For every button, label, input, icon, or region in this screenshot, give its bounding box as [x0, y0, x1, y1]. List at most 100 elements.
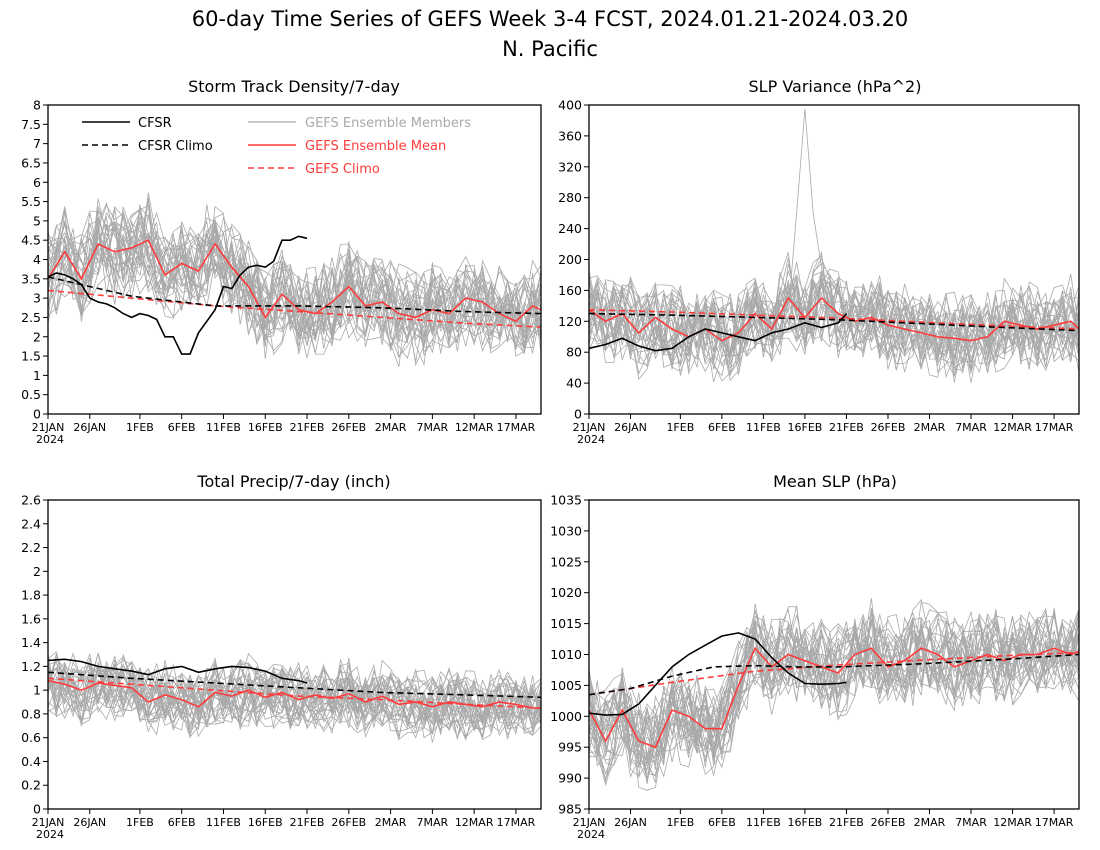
x-tick-label: 17MAR: [497, 816, 536, 829]
x-tick-label: 6FEB: [708, 816, 736, 829]
y-tick-label: 1010: [550, 647, 582, 662]
panel-title: Total Precip/7-day (inch): [196, 472, 390, 491]
y-tick-label: 400: [558, 98, 582, 113]
x-tick-label: 17MAR: [1035, 421, 1074, 434]
panel-mean-slp: Mean SLP (hPa) 985 990 995 1000 1005 1010 1015…: [550, 472, 1080, 841]
x-tick-label: 2MAR: [375, 421, 407, 434]
y-tick-label: 2.6: [21, 493, 41, 508]
gefs-climo-line: [589, 308, 1079, 330]
ensemble-member-line: [589, 623, 1079, 781]
y-tick-label: 2.2: [21, 540, 41, 555]
plot-frame: [47, 499, 542, 810]
x-tick-label: 21JAN: [573, 421, 606, 434]
ensemble-member-line: [589, 616, 1079, 778]
ensemble-member-line: [48, 652, 541, 722]
x-tick-label: 12MAR: [993, 421, 1032, 434]
ensemble-member-line: [48, 676, 541, 733]
y-tick-label: 1: [33, 368, 41, 383]
y-tick-label: 1: [33, 683, 41, 698]
y-tick-label: 1.5: [21, 349, 41, 364]
y-tick-label: 0: [33, 407, 41, 422]
figure-title: 60-day Time Series of GEFS Week 3-4 FCST…: [192, 7, 909, 31]
x-year-label: 2024: [577, 433, 605, 446]
x-tick-label: 2MAR: [375, 816, 407, 829]
ensemble-member-line: [589, 609, 1079, 768]
y-tick-label: 1005: [550, 678, 582, 693]
x-tick-label: 21JAN: [32, 421, 65, 434]
ensemble-members: [589, 598, 1079, 791]
ensemble-members: [48, 651, 541, 743]
panel-title: SLP Variance (hPa^2): [749, 77, 922, 96]
x-tick-label: 1FEB: [666, 421, 694, 434]
y-tick-label: 6: [33, 175, 41, 190]
x-tick-label: 17MAR: [497, 421, 536, 434]
x-tick-label: 21JAN: [32, 816, 65, 829]
y-tick-label: 990: [558, 771, 582, 786]
x-tick-label: 6FEB: [708, 421, 736, 434]
ensemble-members: [48, 192, 541, 367]
x-tick-label: 21FEB: [829, 421, 864, 434]
y-tick-label: 2.5: [21, 310, 41, 325]
y-tick-label: 2: [33, 329, 41, 344]
x-tick-label: 26JAN: [73, 816, 106, 829]
y-tick-label: 240: [558, 221, 582, 236]
y-tick-label: 3.5: [21, 271, 41, 286]
ensemble-member-line: [48, 222, 541, 347]
y-tick-label: 0.4: [21, 754, 41, 769]
y-tick-label: 4: [33, 252, 41, 267]
y-tick-label: 995: [558, 740, 582, 755]
ensemble-member-line: [589, 621, 1079, 763]
x-tick-label: 6FEB: [168, 421, 196, 434]
legend-label-mean: GEFS Ensemble Mean: [305, 139, 446, 154]
y-tick-label: 1035: [550, 493, 582, 508]
y-tick-label: 0.8: [21, 706, 41, 721]
y-tick-label: 1030: [550, 523, 582, 538]
plot-frame: [588, 104, 1080, 415]
legend-label-cfsr-climo: CFSR Climo: [138, 139, 213, 154]
x-tick-label: 11FEB: [206, 816, 241, 829]
ensemble-member-line: [48, 220, 541, 353]
x-tick-label: 1FEB: [126, 421, 154, 434]
y-tick-label: 0.5: [21, 387, 41, 402]
ensemble-member-line: [48, 214, 541, 348]
ensemble-member-line: [48, 218, 541, 362]
cfsr-line: [48, 235, 308, 355]
x-tick-label: 26JAN: [73, 421, 106, 434]
y-tick-label: 3: [33, 291, 41, 306]
y-tick-label: 360: [558, 128, 582, 143]
cfsr-line: [589, 313, 848, 352]
ensemble-member-line: [48, 652, 541, 724]
ensemble-member-line: [589, 281, 1079, 365]
panel-title: Storm Track Density/7-day: [188, 77, 400, 96]
panel-slp-variance: SLP Variance (hPa^2) 0 40 80 120 160 200 240 28…: [558, 77, 1080, 446]
x-tick-label: 26JAN: [614, 421, 647, 434]
ensemble-member-line: [589, 257, 1079, 364]
cfsr-climo-line: [589, 312, 1079, 332]
ensemble-member-line: [589, 262, 1079, 355]
y-tick-label: 8: [33, 98, 41, 113]
cfsr-line: [589, 632, 847, 716]
x-tick-label: 17MAR: [1035, 816, 1074, 829]
cfsr-line: [48, 658, 308, 684]
x-tick-label: 12MAR: [455, 421, 494, 434]
ensemble-member-line: [589, 278, 1079, 379]
ensemble-member-line: [589, 611, 1079, 757]
ensemble-member-line: [48, 663, 541, 725]
x-tick-label: 7MAR: [417, 816, 449, 829]
y-tick-label: 1.8: [21, 588, 41, 603]
y-tick-label: 1.2: [21, 659, 41, 674]
figure-subtitle: N. Pacific: [502, 37, 598, 61]
x-tick-label: 21FEB: [829, 816, 864, 829]
y-tick-label: 80: [566, 345, 582, 360]
x-tick-label: 12MAR: [455, 816, 494, 829]
gefs-mean-line: [589, 646, 1079, 749]
y-tick-label: 0.6: [21, 730, 41, 745]
y-tick-label: 7: [33, 136, 41, 151]
x-tick-label: 26FEB: [331, 421, 366, 434]
gefs-climo-line: [48, 677, 541, 709]
y-tick-label: 5.5: [21, 194, 41, 209]
ensemble-member-line: [48, 668, 541, 743]
ensemble-members: [589, 108, 1079, 383]
y-tick-label: 200: [558, 252, 582, 267]
y-tick-label: 320: [558, 159, 582, 174]
